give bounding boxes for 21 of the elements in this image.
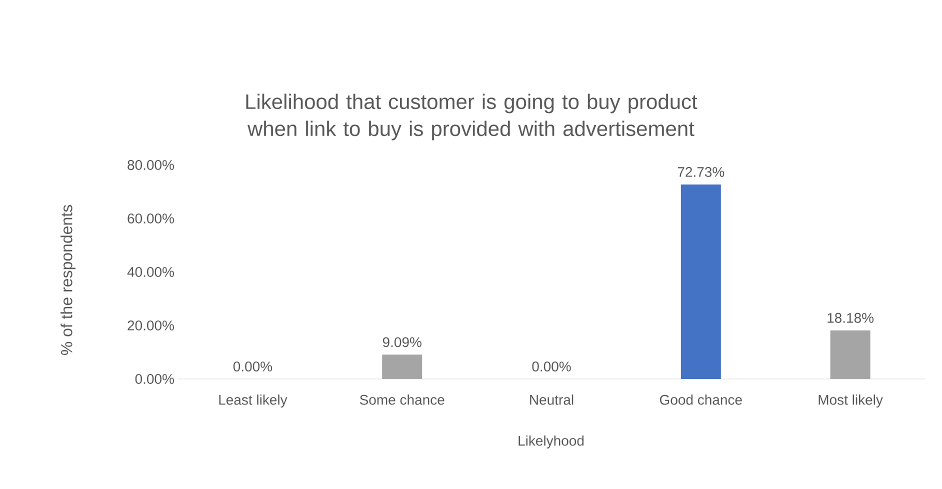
chart-title: Likelihood that customer is going to buy product when link to buy is provided with advertisement bbox=[246, 94, 698, 140]
y-tick-label: 20.00% bbox=[128, 320, 174, 330]
data-label: 18.18% bbox=[828, 312, 874, 323]
data-label: 0.00% bbox=[532, 362, 571, 372]
data-label: 9.09% bbox=[382, 337, 422, 348]
x-tick-label: Most likely bbox=[818, 394, 883, 408]
y-tick-label: 0.00% bbox=[135, 374, 174, 384]
x-tick-label: Good chance bbox=[660, 394, 742, 405]
bar bbox=[382, 354, 422, 379]
x-tick-label: Neutral bbox=[530, 394, 574, 405]
data-label: 0.00% bbox=[233, 362, 272, 372]
x-tick-label: Some chance bbox=[360, 394, 444, 405]
y-tick-label: 60.00% bbox=[128, 214, 174, 224]
data-label: 72.73% bbox=[678, 167, 724, 177]
y-tick-label: 40.00% bbox=[127, 267, 174, 277]
bar bbox=[830, 330, 870, 379]
y-tick-label: 80.00% bbox=[128, 160, 174, 170]
x-axis-title: Likelyhood bbox=[518, 435, 584, 449]
y-axis-title: % of the respondents bbox=[60, 204, 76, 356]
bar bbox=[680, 184, 721, 379]
x-tick-label: Least likely bbox=[219, 394, 288, 408]
